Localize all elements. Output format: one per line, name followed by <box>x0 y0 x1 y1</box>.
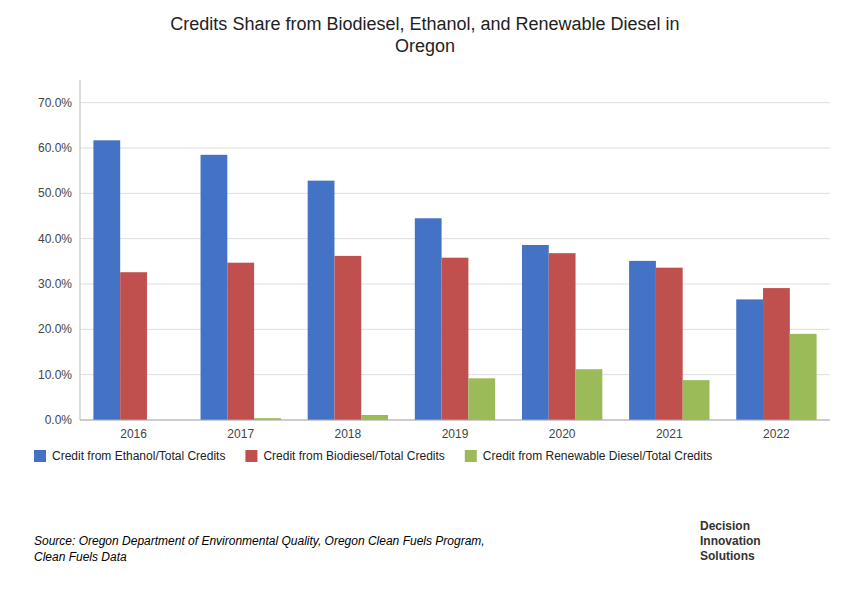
x-tick-label: 2020 <box>549 427 576 441</box>
background <box>0 0 850 597</box>
bar <box>683 380 710 420</box>
bar <box>656 268 683 420</box>
bar <box>227 263 254 420</box>
bar <box>468 378 495 420</box>
source-note: Source: Oregon Department of Environment… <box>34 534 485 564</box>
x-tick-label: 2022 <box>763 427 790 441</box>
legend-label: Credit from Biodiesel/Total Credits <box>263 449 444 463</box>
chart: Credits Share from Biodiesel, Ethanol, a… <box>0 0 850 597</box>
bar <box>763 288 790 420</box>
grid-line <box>80 238 830 239</box>
bar <box>120 272 147 420</box>
legend-swatch <box>465 450 477 462</box>
bar <box>790 334 817 420</box>
legend-label: Credit from Renewable Diesel/Total Credi… <box>483 449 712 463</box>
grid-line <box>80 193 830 194</box>
legend: Credit from Ethanol/Total Credits Credit … <box>34 449 712 463</box>
bar <box>522 245 549 420</box>
bar <box>415 218 442 420</box>
bar <box>629 261 656 420</box>
y-axis <box>80 80 81 420</box>
y-tick-label: 0.0% <box>45 413 73 427</box>
legend-swatch <box>34 450 46 462</box>
grid <box>80 103 830 420</box>
bar <box>361 415 388 420</box>
x-tick-label: 2018 <box>335 427 362 441</box>
x-axis <box>80 420 830 421</box>
bar <box>201 155 228 420</box>
grid-line <box>80 102 830 103</box>
x-tick-label: 2017 <box>227 427 254 441</box>
y-tick-label: 50.0% <box>38 186 72 200</box>
x-tick-label: 2016 <box>120 427 147 441</box>
bar <box>549 253 576 420</box>
grid-line <box>80 420 830 421</box>
x-tick-label: 2021 <box>656 427 683 441</box>
y-tick-label: 10.0% <box>38 368 72 382</box>
grid-line <box>80 148 830 149</box>
bars <box>93 140 816 420</box>
bar <box>308 181 335 420</box>
bar <box>576 369 603 420</box>
y-tick-label: 40.0% <box>38 232 72 246</box>
y-tick-label: 70.0% <box>38 96 72 110</box>
x-tick-label: 2019 <box>442 427 469 441</box>
bar <box>93 140 120 420</box>
bar <box>442 258 469 420</box>
title: Credits Share from Biodiesel, Ethanol, a… <box>170 14 679 56</box>
legend-label: Credit from Ethanol/Total Credits <box>52 449 225 463</box>
logo-text: DecisionInnovationSolutions <box>700 519 761 563</box>
bar <box>334 256 361 420</box>
y-tick-label: 20.0% <box>38 322 72 336</box>
y-tick-label: 60.0% <box>38 141 72 155</box>
legend-swatch <box>245 450 257 462</box>
bar <box>736 299 763 420</box>
y-tick-label: 30.0% <box>38 277 72 291</box>
